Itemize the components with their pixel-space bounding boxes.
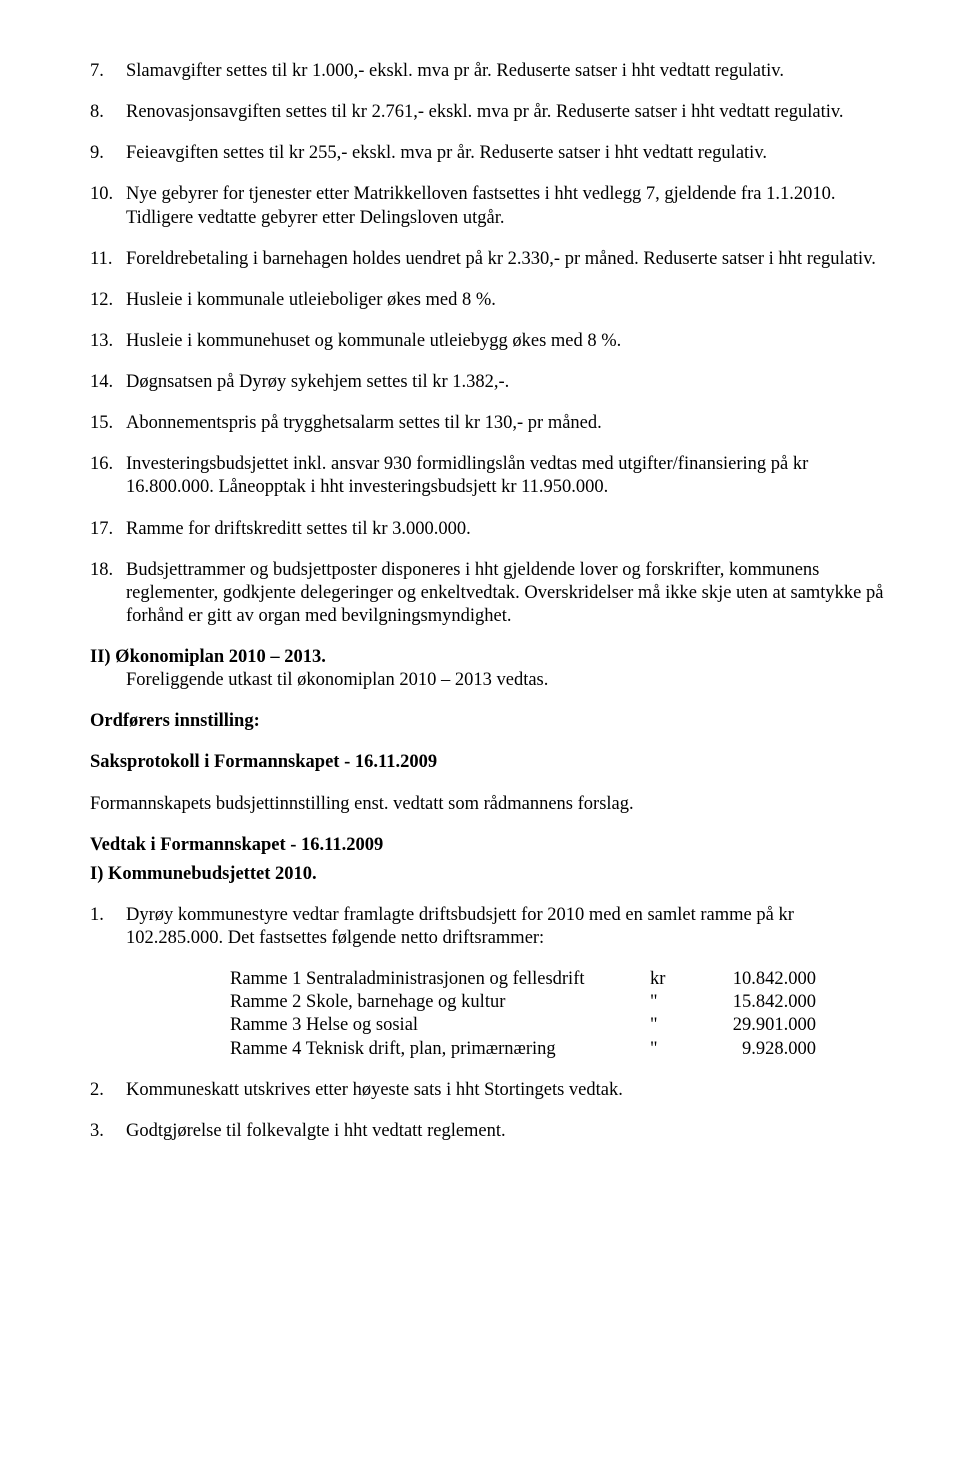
item-number: 15. xyxy=(90,412,126,435)
table-row: Ramme 1 Sentraladministrasjonen og felle… xyxy=(230,968,890,991)
item-number: 17. xyxy=(90,518,126,541)
item-number: 7. xyxy=(90,60,126,83)
ramme-label: Ramme 1 Sentraladministrasjonen og felle… xyxy=(230,968,650,991)
item-text: Kommuneskatt utskrives etter høyeste sat… xyxy=(126,1079,890,1102)
ramme-value: 9.928.000 xyxy=(686,1038,816,1061)
item-number: 8. xyxy=(90,101,126,124)
list-item: 8. Renovasjonsavgiften settes til kr 2.7… xyxy=(90,101,890,124)
item-number: 12. xyxy=(90,289,126,312)
item-text: Investeringsbudsjettet inkl. ansvar 930 … xyxy=(126,453,890,499)
item-number: 18. xyxy=(90,559,126,628)
item-text: Ramme for driftskreditt settes til kr 3.… xyxy=(126,518,890,541)
ramme-mark: " xyxy=(650,1038,686,1061)
item-text: Renovasjonsavgiften settes til kr 2.761,… xyxy=(126,101,890,124)
list-item: 16. Investeringsbudsjettet inkl. ansvar … xyxy=(90,453,890,499)
item-text: Døgnsatsen på Dyrøy sykehjem settes til … xyxy=(126,371,890,394)
item-number: 9. xyxy=(90,142,126,165)
ramme-mark: " xyxy=(650,991,686,1014)
list-item: 14. Døgnsatsen på Dyrøy sykehjem settes … xyxy=(90,371,890,394)
section-ii-heading: II) Økonomiplan 2010 – 2013. xyxy=(90,646,890,669)
item-text: Dyrøy kommunestyre vedtar framlagte drif… xyxy=(126,904,890,950)
item-number: 3. xyxy=(90,1120,126,1143)
list-item: 17. Ramme for driftskreditt settes til k… xyxy=(90,518,890,541)
item-text: Husleie i kommunale utleieboliger økes m… xyxy=(126,289,890,312)
table-row: Ramme 4 Teknisk drift, plan, primærnærin… xyxy=(230,1038,890,1061)
item-text: Budsjettrammer og budsjettposter dispone… xyxy=(126,559,890,628)
list-item: 3. Godtgjørelse til folkevalgte i hht ve… xyxy=(90,1120,890,1143)
table-row: Ramme 3 Helse og sosial " 29.901.000 xyxy=(230,1014,890,1037)
item-number: 13. xyxy=(90,330,126,353)
item-text: Godtgjørelse til folkevalgte i hht vedta… xyxy=(126,1120,890,1143)
list-item: 15. Abonnementspris på trygghetsalarm se… xyxy=(90,412,890,435)
item-text: Husleie i kommunehuset og kommunale utle… xyxy=(126,330,890,353)
ramme-label: Ramme 3 Helse og sosial xyxy=(230,1014,650,1037)
ramme-label: Ramme 4 Teknisk drift, plan, primærnærin… xyxy=(230,1038,650,1061)
saksprotokoll-heading: Saksprotokoll i Formannskapet - 16.11.20… xyxy=(90,751,890,774)
item-text: Nye gebyrer for tjenester etter Matrikke… xyxy=(126,183,890,229)
list-item: 12. Husleie i kommunale utleieboliger øk… xyxy=(90,289,890,312)
item-number: 1. xyxy=(90,904,126,950)
item-number: 10. xyxy=(90,183,126,229)
ramme-value: 10.842.000 xyxy=(686,968,816,991)
ramme-label: Ramme 2 Skole, barnehage og kultur xyxy=(230,991,650,1014)
list-item: 9. Feieavgiften settes til kr 255,- eksk… xyxy=(90,142,890,165)
ramme-mark: " xyxy=(650,1014,686,1037)
list-item: 2. Kommuneskatt utskrives etter høyeste … xyxy=(90,1079,890,1102)
item-text: Feieavgiften settes til kr 255,- ekskl. … xyxy=(126,142,890,165)
table-row: Ramme 2 Skole, barnehage og kultur " 15.… xyxy=(230,991,890,1014)
item-number: 2. xyxy=(90,1079,126,1102)
item-number: 11. xyxy=(90,248,126,271)
section-i-heading: I) Kommunebudsjettet 2010. xyxy=(90,863,890,886)
list-item: 11. Foreldrebetaling i barnehagen holdes… xyxy=(90,248,890,271)
list-item: 10. Nye gebyrer for tjenester etter Matr… xyxy=(90,183,890,229)
ordforer-heading: Ordførers innstilling: xyxy=(90,710,890,733)
item-number: 16. xyxy=(90,453,126,499)
ramme-value: 15.842.000 xyxy=(686,991,816,1014)
list-item: 1. Dyrøy kommunestyre vedtar framlagte d… xyxy=(90,904,890,950)
formannskap-line: Formannskapets budsjettinnstilling enst.… xyxy=(90,793,890,816)
list-item: 13. Husleie i kommunehuset og kommunale … xyxy=(90,330,890,353)
item-text: Abonnementspris på trygghetsalarm settes… xyxy=(126,412,890,435)
item-text: Foreldrebetaling i barnehagen holdes uen… xyxy=(126,248,890,271)
list-item: 7. Slamavgifter settes til kr 1.000,- ek… xyxy=(90,60,890,83)
item-text: Slamavgifter settes til kr 1.000,- ekskl… xyxy=(126,60,890,83)
list-item: 18. Budsjettrammer og budsjettposter dis… xyxy=(90,559,890,628)
item-number: 14. xyxy=(90,371,126,394)
vedtak-heading: Vedtak i Formannskapet - 16.11.2009 xyxy=(90,834,890,857)
ramme-table: Ramme 1 Sentraladministrasjonen og felle… xyxy=(230,968,890,1061)
section-ii-body: Foreliggende utkast til økonomiplan 2010… xyxy=(126,669,890,692)
ramme-mark: kr xyxy=(650,968,686,991)
ramme-value: 29.901.000 xyxy=(686,1014,816,1037)
